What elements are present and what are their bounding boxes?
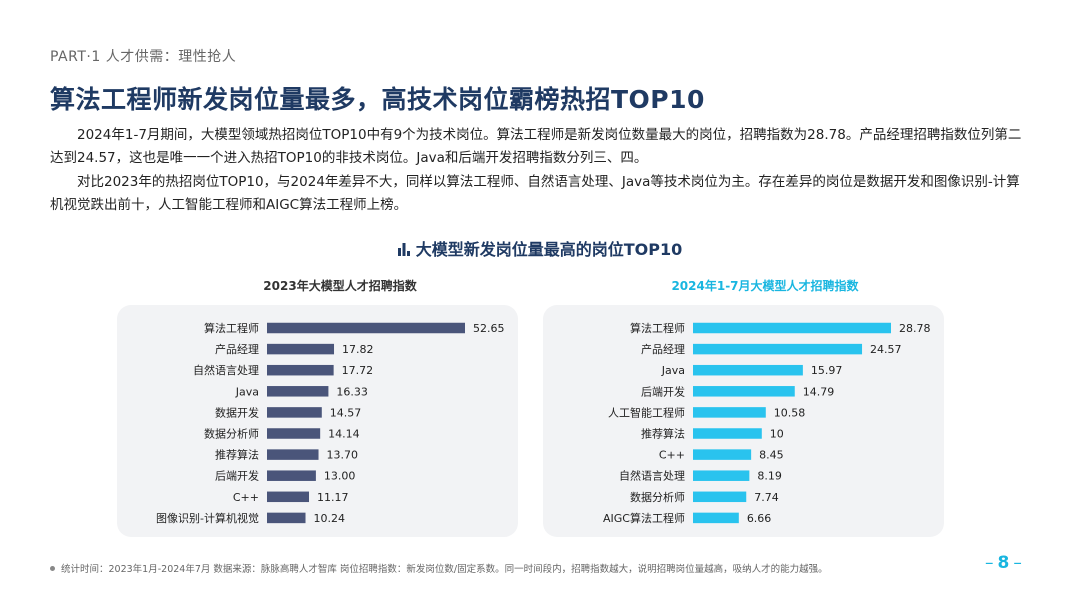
chart-2023-category-label: 自然语言处理 [193, 363, 259, 377]
chart-2024-value-label: 10 [770, 428, 784, 441]
chart-2023-bar [267, 491, 310, 503]
chart-2024-bar [693, 343, 863, 355]
chart-2023-category-label: 推荐算法 [215, 448, 259, 462]
chart-2024-bar [693, 491, 747, 503]
page-number-value: 8 [997, 553, 1014, 573]
section-label: PART·1 人才供需：理性抢人 [50, 49, 237, 65]
chart-2023-value-label: 10.24 [314, 512, 346, 525]
chart-2024-value-label: 7.74 [754, 491, 779, 504]
chart-2024-value-label: 14.79 [803, 385, 835, 398]
paragraph-1: 2024年1-7月期间，大模型领域热招岗位TOP10中有9个为技术岗位。算法工程… [50, 127, 1022, 166]
chart-2023-title: 2023年大模型人才招聘指数 [263, 279, 417, 293]
chart-2023-bar [267, 428, 321, 439]
chart-2023-category-label: 数据分析师 [204, 427, 259, 441]
chart-2023-category-label: 图像识别-计算机视觉 [156, 511, 259, 525]
chart-2023-value-label: 13.00 [324, 470, 356, 483]
chart-2024-value-label: 6.66 [747, 512, 772, 525]
chart-2024-category-label: AIGC算法工程师 [603, 511, 685, 525]
chart-2024-category-label: 算法工程师 [630, 321, 685, 335]
page-dash-left: – [985, 553, 998, 573]
chart-2023-bar [267, 512, 306, 524]
chart-2024-bar [693, 428, 762, 439]
chart-2024-category-label: 人工智能工程师 [608, 405, 685, 419]
chart-2024-svg: 算法工程师 28.78 产品经理 24.57 Java 15.97 后端开发 14.79 人工智… [603, 321, 931, 525]
chart-2024-category-label: 产品经理 [641, 342, 685, 356]
chart-2023-svg: 算法工程师 52.65 产品经理 17.82 自然语言处理 17.72 Java 16.33 数… [156, 321, 505, 525]
chart-2023-bar [267, 386, 329, 397]
chart-2023-bar [267, 364, 334, 376]
chart-2023-value-label: 52.65 [473, 322, 505, 335]
footer-note: 统计时间：2023年1月-2024年7月 数据来源：脉脉高聘人才智库 岗位招聘指… [50, 561, 828, 575]
chart-2023-value-label: 17.72 [342, 364, 374, 377]
page-number: –8– [985, 553, 1026, 573]
chart-2023-bar [267, 343, 335, 355]
chart-2024-title: 2024年1-7月大模型人才招聘指数 [671, 279, 859, 293]
chart-2024-bar [693, 512, 739, 524]
chart-2023-bar [267, 449, 319, 460]
chart-2023-bar [267, 407, 322, 418]
paragraph-2: 对比2023年的热招岗位TOP10，与2024年差异不大，同样以算法工程师、自然… [50, 174, 1020, 213]
chart-2023-value-label: 14.57 [330, 406, 362, 419]
chart-2023-panel: 算法工程师 52.65 产品经理 17.82 自然语言处理 17.72 Java 16.33 数… [117, 305, 518, 537]
chart-2024-category-label: 后端开发 [641, 384, 685, 398]
chart-2024-value-label: 24.57 [870, 343, 902, 356]
chart-2023-category-label: Java [235, 385, 259, 398]
chart-2023-category-label: C++ [233, 491, 259, 504]
figure-title-text: 大模型新发岗位量最高的岗位TOP10 [415, 240, 683, 259]
chart-2024-value-label: 8.45 [759, 449, 784, 462]
chart-2024-bar [693, 407, 766, 418]
chart-2024-bar [693, 322, 891, 334]
chart-2024-bar [693, 364, 803, 376]
chart-2024-value-label: 10.58 [774, 406, 806, 419]
page-dash-right: – [1013, 553, 1026, 573]
chart-2024-value-label: 28.78 [899, 322, 931, 335]
page-title: 算法工程师新发岗位量最多，高技术岗位霸榜热招TOP10 [50, 85, 705, 114]
footer-note-text: 统计时间：2023年1月-2024年7月 数据来源：脉脉高聘人才智库 岗位招聘指… [61, 564, 828, 575]
chart-2024-category-label: 数据分析师 [630, 490, 685, 504]
chart-2024-bar [693, 449, 752, 460]
chart-2023-category-label: 后端开发 [215, 469, 259, 483]
chart-2023-category-label: 数据开发 [215, 405, 259, 419]
figure-title: 大模型新发岗位量最高的岗位TOP10 [0, 236, 1080, 260]
chart-2024-bar [693, 386, 795, 397]
chart-2024-category-label: C++ [659, 449, 685, 462]
chart-2024-value-label: 15.97 [811, 364, 843, 377]
chart-2024-category-label: 推荐算法 [641, 427, 685, 441]
chart-2023-value-label: 13.70 [327, 449, 359, 462]
bullet-dot [50, 566, 55, 571]
chart-2024-panel: 算法工程师 28.78 产品经理 24.57 Java 15.97 后端开发 14.79 人工智… [543, 305, 944, 537]
chart-2023-bar [267, 470, 316, 481]
chart-2023-value-label: 14.14 [328, 428, 360, 441]
chart-2024-value-label: 8.19 [757, 470, 782, 483]
bar-chart-icon [397, 243, 410, 256]
chart-2024-category-label: Java [661, 364, 685, 377]
chart-2024-bar [693, 470, 750, 481]
chart-2023-category-label: 产品经理 [215, 342, 259, 356]
chart-2023-value-label: 16.33 [336, 385, 368, 398]
chart-2023-value-label: 17.82 [342, 343, 374, 356]
chart-2023-bar [267, 322, 465, 334]
chart-2023-category-label: 算法工程师 [204, 321, 259, 335]
chart-2023-value-label: 11.17 [317, 491, 349, 504]
chart-2024-category-label: 自然语言处理 [619, 469, 685, 483]
